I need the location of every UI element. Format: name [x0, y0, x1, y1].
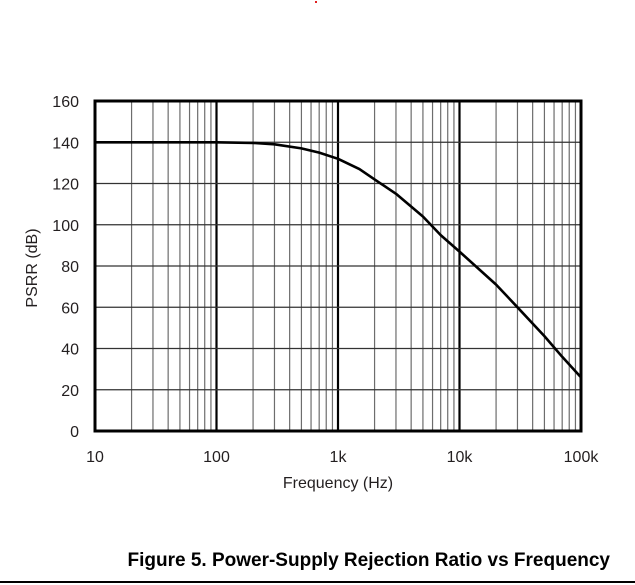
- x-tick-label: 10k: [447, 449, 474, 466]
- y-tick-label: 100: [52, 218, 79, 235]
- x-axis-tick-labels: 10 100 1k 10k 100k: [86, 449, 599, 466]
- x-axis-label: Frequency (Hz): [283, 475, 393, 492]
- x-tick-label: 100: [203, 449, 230, 466]
- x-tick-label: 100k: [564, 449, 600, 466]
- y-axis-tick-labels: 0 20 40 60 80 100 120 140 160: [52, 94, 79, 441]
- y-tick-label: 60: [61, 300, 79, 317]
- y-tick-label: 140: [52, 135, 79, 152]
- stray-mark: [315, 1, 317, 3]
- psrr-chart: 0 20 40 60 80 100 120 140 160 10 100 1k 10k 100k PSR…: [24, 94, 599, 492]
- y-tick-label: 40: [61, 342, 79, 359]
- y-tick-label: 20: [61, 383, 79, 400]
- x-tick-label: 10: [86, 449, 104, 466]
- x-tick-label: 1k: [330, 449, 348, 466]
- y-tick-label: 80: [61, 259, 79, 276]
- psrr-curve: [93, 141, 583, 379]
- y-tick-label: 160: [52, 94, 79, 111]
- y-axis-label: PSRR (dB): [24, 228, 41, 307]
- y-tick-label: 0: [70, 424, 79, 441]
- plot-frame: [93, 99, 583, 433]
- caption-rule: [0, 581, 635, 583]
- figure-caption: Figure 5. Power-Supply Rejection Ratio v…: [127, 550, 611, 571]
- y-tick-label: 120: [52, 177, 79, 194]
- grid-lines: [93, 100, 583, 432]
